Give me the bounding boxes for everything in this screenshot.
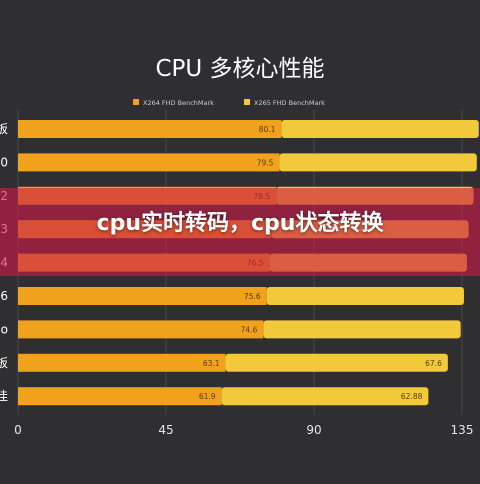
x-tick-label: 135	[451, 423, 474, 437]
bar-x265-5	[266, 287, 464, 305]
x-tick-label: 90	[306, 423, 321, 437]
bar-x264-7	[18, 353, 226, 372]
caption-banner	[0, 188, 480, 276]
bar-x265-6	[263, 320, 461, 339]
bar-x264-6	[18, 320, 264, 339]
bar-x265-7	[225, 353, 448, 372]
bar-x264-5	[18, 287, 267, 305]
legend-swatch	[133, 99, 139, 105]
bar-x264-1	[18, 153, 280, 172]
bar-x265-1	[279, 153, 477, 172]
data-label: 79.5	[257, 158, 274, 167]
data-label: 62.88	[401, 392, 423, 401]
bar-x265-8	[221, 387, 429, 406]
bar-x264-0	[18, 120, 282, 138]
category-label: 板	[0, 356, 8, 370]
legend-label: X265 FHD BenchMark	[254, 99, 325, 107]
data-label: 61.9	[199, 392, 216, 401]
bar-x265-0	[281, 120, 479, 138]
category-label: o	[1, 322, 8, 336]
caption-text: cpu实时转码，cpu状态转换	[96, 211, 384, 236]
data-label: 75.6	[244, 292, 261, 301]
legend-swatch	[244, 99, 250, 105]
x-tick-label: 45	[158, 423, 173, 437]
category-label: 板	[0, 122, 8, 136]
chart-title: CPU 多核心性能	[155, 56, 324, 82]
x-tick-label: 0	[14, 423, 22, 437]
data-label: 80.1	[259, 125, 276, 134]
data-label: 74.6	[241, 325, 258, 334]
data-label: 63.1	[203, 359, 220, 368]
category-label: 0	[0, 155, 8, 169]
bar-x264-8	[18, 387, 222, 406]
category-label: 6	[0, 289, 8, 303]
legend-label: X264 FHD BenchMark	[143, 99, 214, 107]
data-label: 67.6	[425, 359, 442, 368]
category-label: 佳	[0, 389, 8, 403]
